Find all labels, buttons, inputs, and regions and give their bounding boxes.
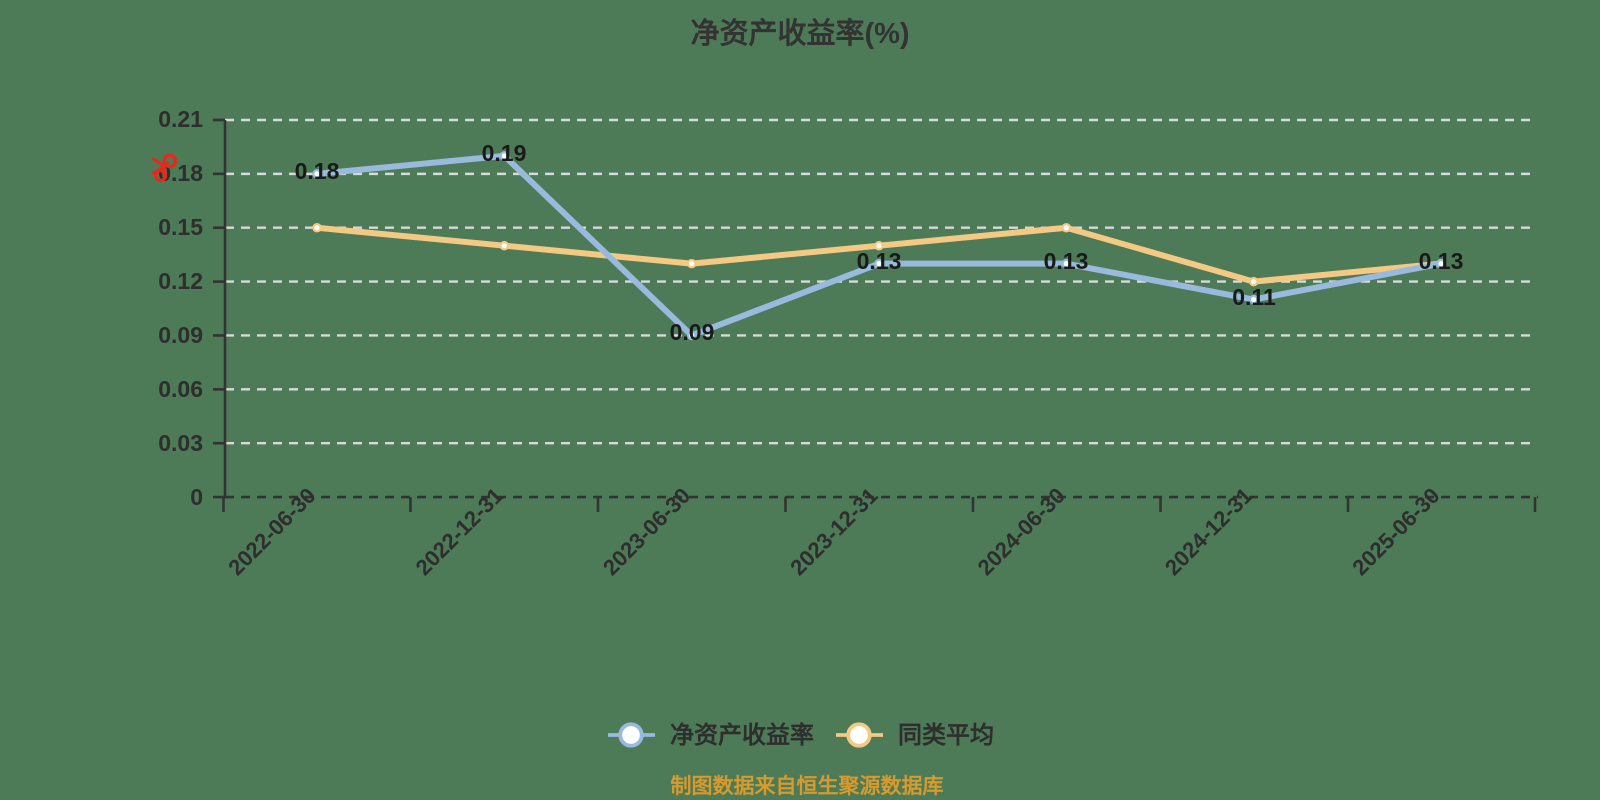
svg-text:同类平均: 同类平均 (898, 721, 994, 749)
svg-text:2024-06-30: 2024-06-30 (973, 483, 1070, 580)
svg-text:制图数据来自恒生聚源数据库: 制图数据来自恒生聚源数据库 (671, 774, 944, 798)
svg-text:0.11: 0.11 (1232, 284, 1276, 310)
svg-text:0.13: 0.13 (1419, 248, 1464, 274)
svg-text:2022-06-30: 2022-06-30 (223, 483, 320, 580)
svg-text:0.13: 0.13 (857, 248, 902, 274)
svg-text:0.09: 0.09 (670, 319, 715, 345)
svg-text:0.19: 0.19 (482, 140, 527, 166)
svg-text:0.09: 0.09 (158, 322, 203, 348)
svg-text:0.21: 0.21 (158, 106, 203, 132)
svg-text:0.03: 0.03 (158, 430, 203, 456)
svg-text:净资产收益率: 净资产收益率 (670, 721, 814, 749)
svg-text:0.06: 0.06 (158, 376, 203, 402)
svg-text:0.13: 0.13 (1044, 248, 1089, 274)
svg-text:0.18: 0.18 (295, 158, 340, 184)
svg-text:0.12: 0.12 (158, 268, 203, 294)
svg-text:0.15: 0.15 (158, 214, 203, 240)
svg-text:0: 0 (190, 484, 203, 510)
